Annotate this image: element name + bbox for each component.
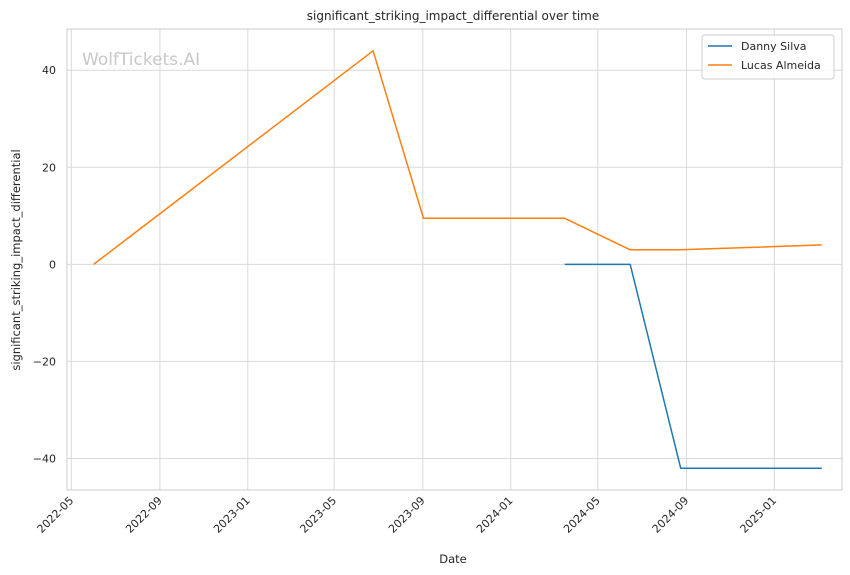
y-tick-label: −20 [33, 355, 56, 368]
legend-label-lucas-almeida: Lucas Almeida [741, 59, 821, 72]
y-axis-label: significant_striking_impact_differential [9, 149, 23, 370]
watermark-text: WolfTickets.AI [82, 50, 200, 70]
y-tick-labels: 40 20 0 −20 −40 [33, 64, 56, 465]
series-line-danny-silva [564, 263, 822, 469]
y-tick-label: 20 [42, 161, 56, 174]
series-layer [93, 50, 822, 469]
plot-frame [66, 28, 843, 491]
x-axis-label: Date [439, 552, 467, 566]
y-tick-label: −40 [33, 452, 56, 465]
chart-title: significant_striking_impact_differential… [307, 9, 599, 23]
legend: Danny Silva Lucas Almeida [701, 34, 835, 80]
series-line-lucas-almeida [93, 50, 822, 265]
y-tick-label: 0 [49, 258, 56, 271]
legend-label-danny-silva: Danny Silva [741, 40, 807, 53]
y-tick-label: 40 [42, 64, 56, 77]
legend-box [701, 34, 835, 80]
